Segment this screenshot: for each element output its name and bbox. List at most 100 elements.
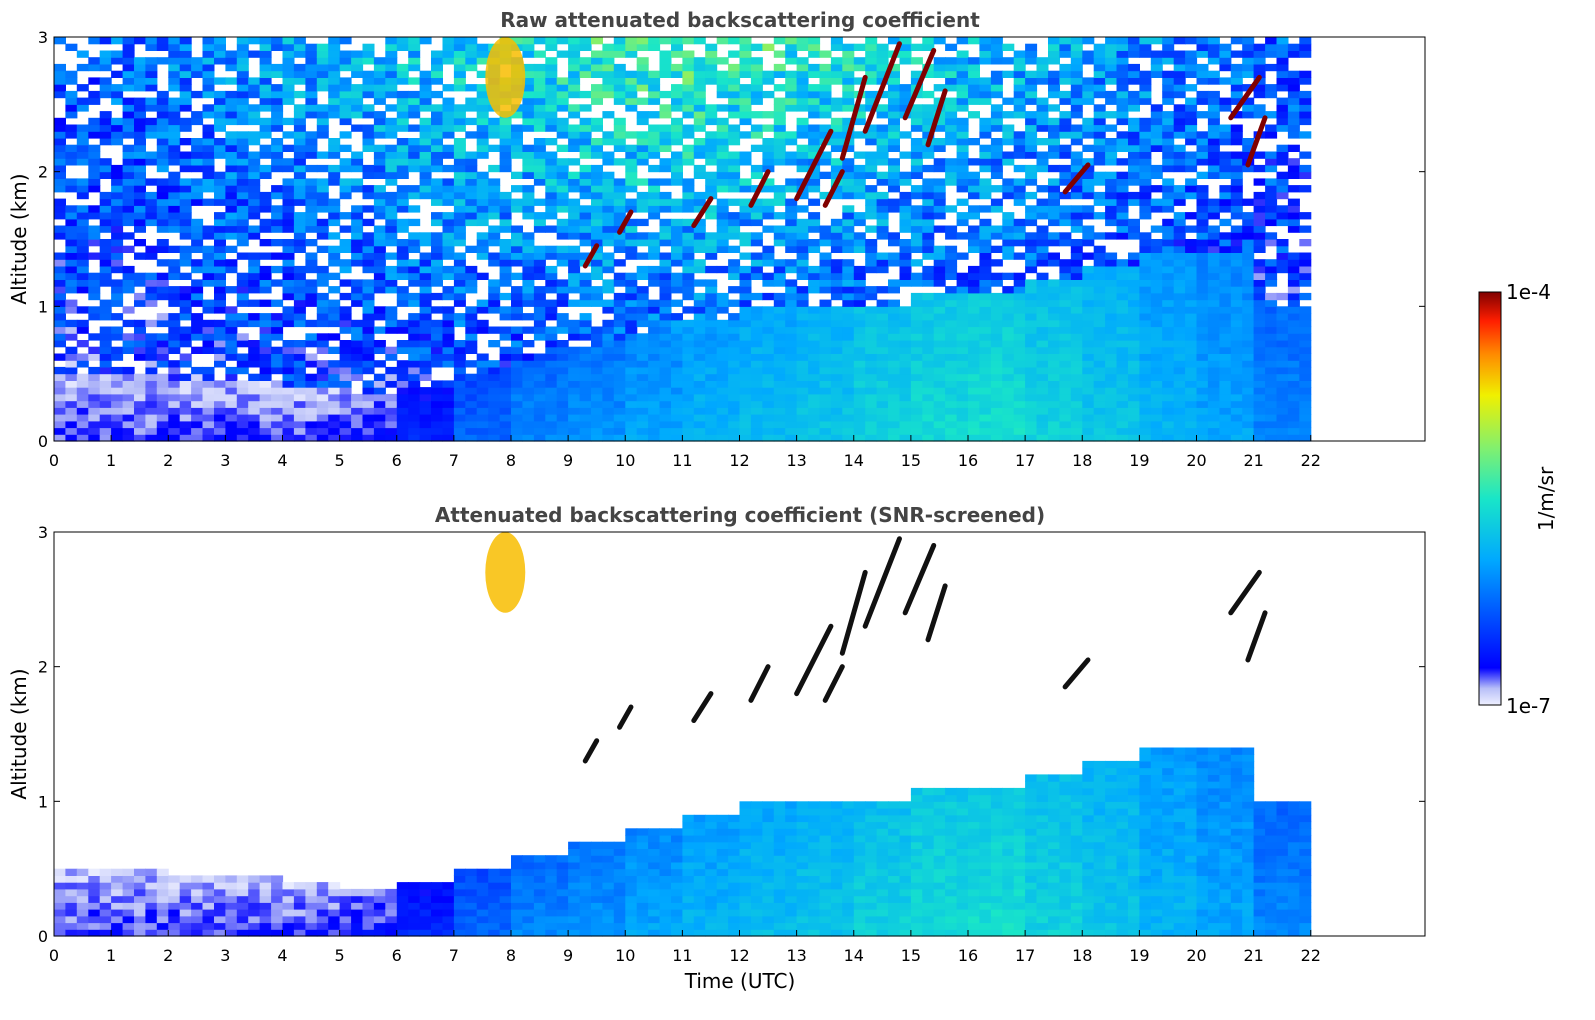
heatmap-cell bbox=[351, 340, 364, 348]
heatmap-cell bbox=[922, 205, 935, 213]
heatmap-cell bbox=[476, 218, 489, 227]
heatmap-cell bbox=[876, 138, 889, 146]
heatmap-cell bbox=[453, 387, 466, 395]
heatmap-cell bbox=[1025, 373, 1038, 381]
heatmap-cell bbox=[545, 90, 558, 99]
heatmap-cell bbox=[1093, 144, 1106, 152]
heatmap-cell bbox=[248, 117, 261, 126]
heatmap-cell bbox=[876, 198, 889, 206]
heatmap-cell bbox=[1025, 292, 1038, 301]
heatmap-cell bbox=[773, 319, 786, 328]
heatmap-cell bbox=[271, 414, 284, 422]
heatmap-cell bbox=[922, 427, 935, 435]
heatmap-cell bbox=[259, 313, 272, 321]
heatmap-cell bbox=[579, 427, 592, 435]
heatmap-cell bbox=[225, 259, 238, 267]
heatmap-cell bbox=[305, 43, 318, 51]
heatmap-cell bbox=[728, 346, 741, 354]
heatmap-cell bbox=[750, 212, 763, 220]
heatmap-cell bbox=[65, 393, 78, 402]
heatmap-cell bbox=[785, 373, 798, 381]
heatmap-cell bbox=[1150, 333, 1163, 341]
heatmap-cell bbox=[888, 37, 900, 45]
heatmap-cell bbox=[956, 407, 969, 415]
heatmap-cell bbox=[1116, 205, 1129, 213]
heatmap-cell bbox=[305, 164, 318, 173]
heatmap-cell bbox=[305, 205, 318, 213]
heatmap-cell bbox=[636, 434, 649, 442]
heatmap-cell bbox=[990, 259, 1003, 267]
heatmap-cell bbox=[54, 124, 66, 132]
heatmap-cell bbox=[522, 212, 535, 220]
heatmap-cell bbox=[613, 138, 626, 146]
heatmap-cell bbox=[488, 427, 501, 435]
heatmap-cell bbox=[693, 245, 706, 253]
heatmap-cell bbox=[568, 286, 581, 294]
heatmap-cell bbox=[522, 299, 535, 307]
heatmap-cell bbox=[853, 191, 866, 200]
heatmap-cell bbox=[214, 319, 226, 328]
heatmap-cell bbox=[876, 387, 889, 395]
heatmap-cell bbox=[202, 225, 215, 233]
heatmap-cell bbox=[899, 414, 912, 422]
heatmap-cell bbox=[1105, 420, 1118, 429]
heatmap-cell bbox=[865, 185, 878, 193]
heatmap-cell bbox=[910, 225, 923, 233]
heatmap-cell bbox=[956, 185, 969, 193]
heatmap-cell bbox=[1173, 151, 1186, 159]
heatmap-cell bbox=[1093, 63, 1106, 72]
heatmap-cell bbox=[625, 144, 638, 152]
heatmap-cell bbox=[453, 84, 466, 92]
heatmap-cell bbox=[282, 353, 295, 361]
heatmap-cell bbox=[1048, 427, 1060, 435]
heatmap-cell bbox=[1139, 84, 1152, 92]
heatmap-cell bbox=[865, 420, 878, 429]
heatmap-cell bbox=[945, 346, 958, 354]
heatmap-cell bbox=[750, 407, 763, 415]
heatmap-cell bbox=[579, 104, 592, 112]
heatmap-cell bbox=[1048, 164, 1060, 173]
heatmap-cell bbox=[282, 164, 295, 173]
heatmap-cell bbox=[1139, 37, 1152, 45]
heatmap-cell bbox=[910, 138, 923, 146]
heatmap-cell bbox=[1059, 292, 1072, 301]
heatmap-cell bbox=[716, 124, 729, 132]
heatmap-cell bbox=[305, 252, 318, 260]
heatmap-cell bbox=[522, 272, 535, 280]
heatmap-cell bbox=[636, 366, 649, 375]
heatmap-cell bbox=[922, 117, 935, 126]
heatmap-cell bbox=[1002, 97, 1015, 105]
heatmap-cell bbox=[1173, 212, 1186, 220]
heatmap-cell bbox=[1150, 245, 1163, 253]
heatmap-cell bbox=[648, 245, 661, 253]
heatmap-cell bbox=[671, 90, 683, 99]
heatmap-cell bbox=[819, 366, 832, 375]
heatmap-cell bbox=[1207, 434, 1220, 442]
heatmap-cell bbox=[1139, 387, 1152, 395]
heatmap-cell bbox=[945, 340, 958, 348]
heatmap-cell bbox=[671, 313, 683, 321]
heatmap-cell bbox=[156, 151, 169, 159]
heatmap-cell bbox=[76, 380, 89, 388]
heatmap-cell bbox=[750, 319, 763, 328]
heatmap-cell bbox=[636, 205, 649, 213]
heatmap-cell bbox=[214, 272, 226, 280]
heatmap-cell bbox=[602, 111, 615, 119]
heatmap-cell bbox=[65, 414, 78, 422]
heatmap-cell bbox=[511, 326, 523, 334]
heatmap-cell bbox=[111, 387, 124, 395]
heatmap-cell bbox=[990, 333, 1003, 341]
heatmap-cell bbox=[956, 144, 969, 152]
heatmap-cell bbox=[625, 178, 638, 186]
heatmap-cell bbox=[785, 340, 798, 348]
heatmap-cell bbox=[910, 171, 923, 179]
heatmap-cell bbox=[579, 239, 592, 247]
heatmap-cell bbox=[659, 319, 672, 328]
heatmap-cell bbox=[1048, 117, 1060, 126]
heatmap-cell bbox=[1002, 178, 1015, 186]
heatmap-cell bbox=[750, 414, 763, 422]
heatmap-cell bbox=[1082, 306, 1095, 314]
heatmap-cell bbox=[442, 57, 455, 65]
heatmap-cell bbox=[225, 151, 238, 159]
heatmap-cell bbox=[54, 420, 66, 429]
